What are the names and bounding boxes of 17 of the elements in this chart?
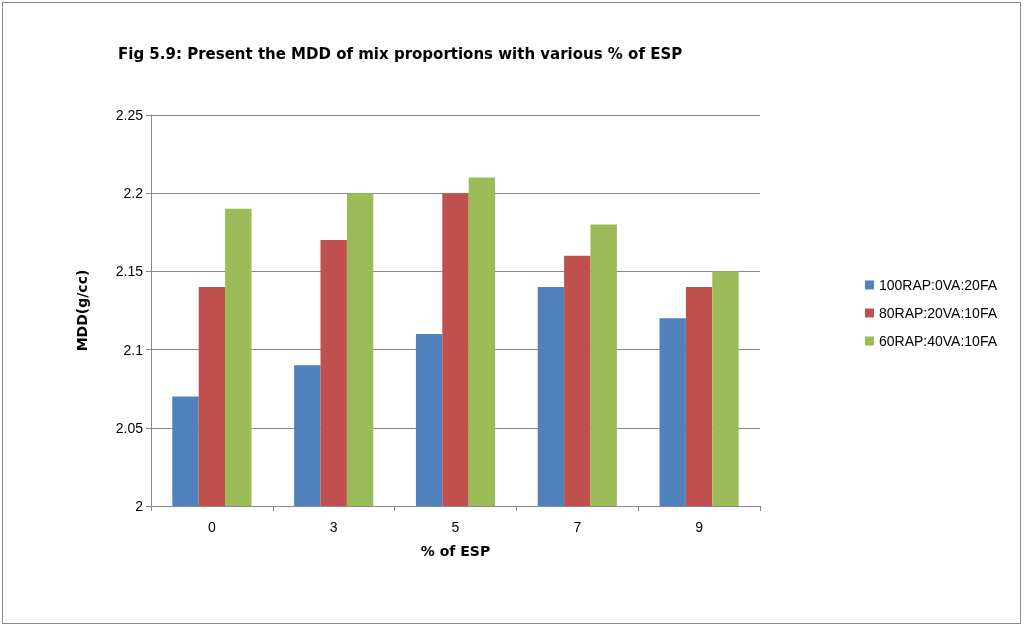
- y-tick-label: 2.05: [115, 419, 144, 436]
- y-tick-label: 2.25: [115, 107, 144, 123]
- chart-title: Fig 5.9: Present the MDD of mix proportions with various % of ESP: [118, 44, 683, 63]
- legend-label: 80RAP:20VA:10FA: [878, 305, 998, 321]
- x-tick-label: 9: [695, 519, 704, 535]
- legend-label: 100RAP:0VA:20FA: [878, 277, 998, 293]
- x-axis-title: % of ESP: [420, 543, 491, 559]
- x-tick-label: 3: [329, 519, 338, 535]
- y-tick-label: 2.15: [115, 263, 144, 280]
- y-tick-label: 2.2: [123, 185, 144, 202]
- x-tick-label: 7: [573, 519, 582, 535]
- legend-label: 60RAP:40VA:10FA: [878, 333, 998, 349]
- y-axis-title: MDD(g/cc): [74, 269, 90, 352]
- y-tick-label: 2.1: [123, 341, 144, 358]
- x-tick-label: 0: [208, 519, 216, 535]
- y-tick-label: 2: [135, 498, 144, 514]
- x-tick-label: 5: [451, 519, 460, 535]
